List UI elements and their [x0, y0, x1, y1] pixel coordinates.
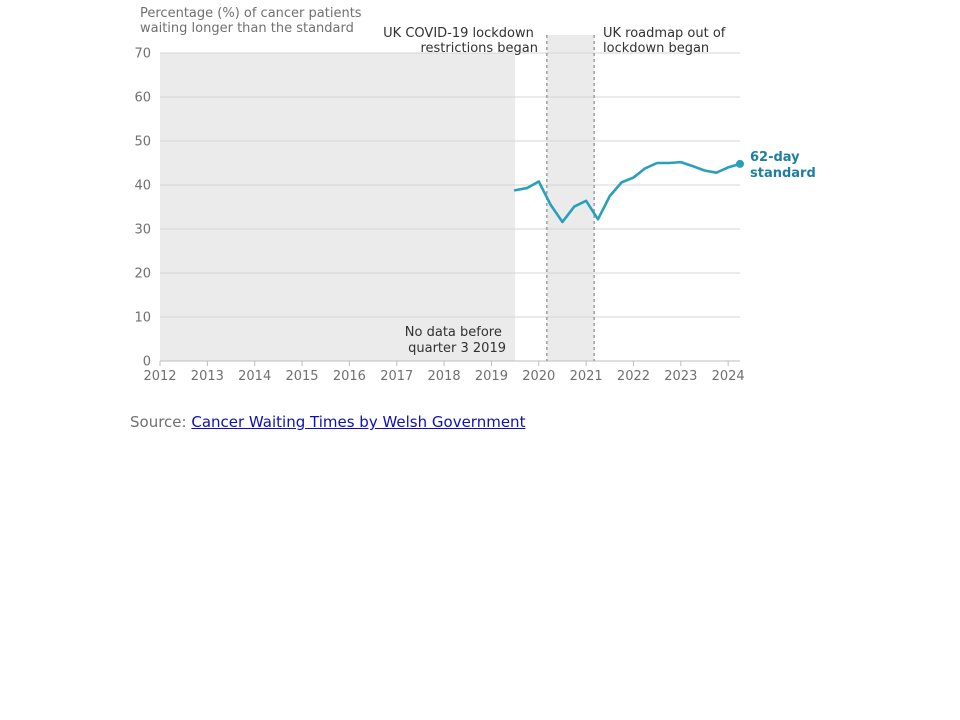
- x-tick-label-2018: 2018: [428, 369, 461, 384]
- series-label: 62-day standard: [750, 150, 816, 181]
- x-tick-label-2016: 2016: [333, 369, 366, 384]
- no-data-annotation: No data before quarter 3 2019: [405, 325, 506, 356]
- source-line: Source: Cancer Waiting Times by Welsh Go…: [130, 413, 525, 431]
- y-tick-label-70: 70: [134, 47, 151, 62]
- x-tick-label-2022: 2022: [617, 369, 650, 384]
- series-label-line-2: standard: [750, 166, 816, 181]
- gridlines: [160, 52, 740, 362]
- series-end-point-0: [736, 159, 744, 168]
- x-tick-label-2020: 2020: [522, 369, 555, 384]
- x-tick-label-2012: 2012: [143, 369, 176, 384]
- no-data-annotation-line-2: quarter 3 2019: [408, 341, 506, 356]
- y-tick-label-40: 40: [134, 179, 151, 194]
- lockdown-start-annotation-line-1: UK COVID-19 lockdown: [383, 26, 534, 41]
- x-tick-label-2014: 2014: [238, 369, 271, 384]
- x-tick-label-2024: 2024: [712, 369, 745, 384]
- axis-ticks: 0 10 20 30 40 50 60 70 2012 2013 2014 2015 2016 2017 2…: [134, 47, 744, 385]
- shaded-region-no-data: [160, 53, 516, 361]
- y-tick-label-50: 50: [134, 135, 151, 150]
- lockdown-start-annotation: UK COVID-19 lockdown restrictions began: [383, 26, 538, 56]
- x-tick-label-2023: 2023: [664, 369, 697, 384]
- x-tick-label-2021: 2021: [570, 369, 603, 384]
- lockdown-end-annotation-line-2: lockdown began: [603, 41, 709, 56]
- series-line-0: [513, 160, 742, 224]
- line-chart: 0 10 20 30 40 50 60 70 2012 2013 2014 2015 2016 2017 2…: [134, 6, 816, 385]
- source-prefix: Source:: [130, 413, 192, 431]
- x-tick-label-2019: 2019: [475, 369, 508, 384]
- source-link[interactable]: Cancer Waiting Times by Welsh Government: [191, 413, 526, 431]
- y-axis-title-line-1: Percentage (%) of cancer patients: [140, 6, 362, 21]
- y-tick-label-20: 20: [134, 267, 151, 282]
- series-layer: [513, 159, 744, 224]
- lockdown-end-annotation-line-1: UK roadmap out of: [603, 26, 726, 41]
- lockdown-end-annotation: UK roadmap out of lockdown began: [603, 26, 730, 56]
- series-label-line-1: 62-day: [750, 150, 800, 165]
- y-axis-title: Percentage (%) of cancer patients waitin…: [140, 6, 366, 36]
- y-axis-title-line-2: waiting longer than the standard: [140, 21, 354, 36]
- y-tick-label-10: 10: [134, 311, 151, 326]
- shaded-regions: [160, 35, 595, 361]
- x-tick-label-2015: 2015: [285, 369, 318, 384]
- shaded-region-lockdown: [546, 35, 595, 361]
- no-data-annotation-line-1: No data before: [405, 325, 502, 340]
- lockdown-start-annotation-line-2: restrictions began: [420, 41, 538, 56]
- x-tick-label-2017: 2017: [380, 369, 413, 384]
- y-tick-label-60: 60: [134, 91, 151, 106]
- x-tick-label-2013: 2013: [191, 369, 224, 384]
- y-tick-label-30: 30: [134, 223, 151, 238]
- y-tick-label-0: 0: [143, 355, 151, 370]
